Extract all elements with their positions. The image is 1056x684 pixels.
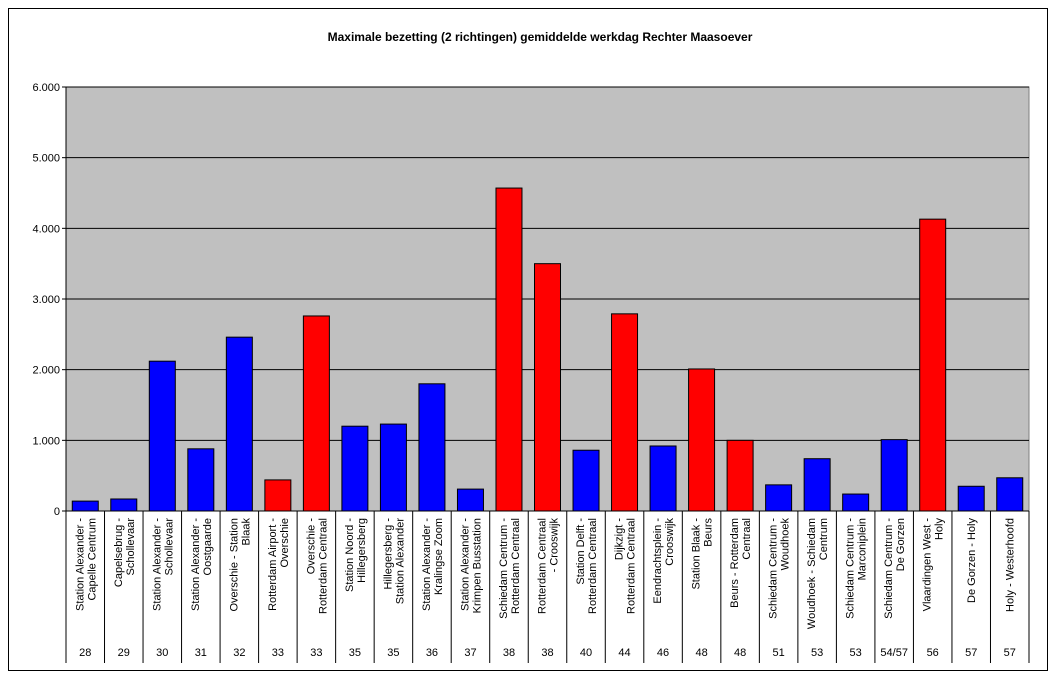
x-tick-label: Station Delft -Rotterdam Centraal (575, 518, 599, 614)
x-tick-label: Hillegersberg -Station Alexander (382, 518, 406, 605)
bar (110, 498, 138, 512)
y-tick-label: 5.000 (32, 153, 60, 165)
bar (726, 439, 754, 512)
x-tick-label: Overschie -Rotterdam Centraal (305, 518, 329, 614)
line-number: 32 (233, 647, 245, 659)
line-number: 35 (387, 647, 399, 659)
bar (611, 313, 639, 512)
bar (495, 187, 523, 512)
line-number: 33 (272, 647, 284, 659)
line-number: 57 (965, 647, 977, 659)
bar (957, 485, 985, 512)
x-tick-label: Schiedam Centrum -De Gorzen (883, 518, 907, 619)
x-tick-label: Vlaardingen West -Holy (922, 518, 946, 612)
x-tick-label: De Gorzen - Holy (966, 518, 978, 603)
bar (534, 263, 561, 512)
x-tick-label: Holy - Westerhoofd (1005, 518, 1017, 612)
line-number: 37 (464, 647, 476, 659)
line-number: 35 (349, 647, 361, 659)
x-tick-label: Station Noord -Hillegersberg (344, 518, 368, 592)
line-number: 30 (156, 647, 168, 659)
line-number: 28 (79, 647, 91, 659)
x-tick-label: Woudhoek - SchiedamCentrum (806, 518, 830, 629)
line-number: 33 (310, 647, 322, 659)
y-tick-label: 1.000 (32, 435, 60, 447)
bar (148, 360, 176, 512)
line-number: 53 (811, 647, 823, 659)
x-tick-label: Rotterdam Centraal- Crooswijk (537, 518, 561, 614)
x-tick-label: Capelsebrug -Schollevaar (113, 518, 137, 587)
x-tick-label: Schiedam Centrum -Woudhoek (768, 518, 792, 619)
bar (379, 423, 407, 512)
y-tick-label: 2.000 (32, 365, 60, 377)
line-number: 31 (195, 647, 207, 659)
bar (456, 488, 484, 512)
bar (880, 439, 908, 512)
x-tick-label: Dijkzigt -Rotterdam Centraal (614, 518, 638, 614)
bar (688, 368, 716, 512)
line-number: 38 (503, 647, 515, 659)
x-tick-label: Beurs - RotterdamCentraal (729, 518, 753, 608)
line-number: 51 (772, 647, 784, 659)
bar (803, 458, 831, 512)
bar (302, 315, 330, 512)
bar (264, 479, 292, 512)
x-tick-label: Schiedam Centrum -Marconiplein (845, 518, 869, 619)
line-number: 57 (1004, 647, 1016, 659)
line-number: 48 (734, 647, 746, 659)
line-number: 38 (541, 647, 553, 659)
chart-title: Maximale bezetting (2 richtingen) gemidd… (328, 30, 753, 44)
x-tick-label: Schiedam Centrum -Rotterdam Centraal (498, 518, 522, 619)
x-tick-label: Eendrachtsplein -Crooswijk (652, 518, 676, 604)
bar (71, 500, 99, 512)
line-number: 40 (580, 647, 592, 659)
y-tick-label: 6.000 (32, 82, 60, 94)
bar (842, 493, 870, 512)
x-tick-label: Station Alexander -Krimpen Busstation (459, 518, 483, 614)
x-tick-label: Station Alexander -Kralingse Zoom (421, 518, 445, 611)
bar (649, 445, 677, 512)
x-tick-label: Station Alexander -Oostgaarde (190, 518, 214, 611)
line-number: 54/57 (880, 647, 908, 659)
y-tick-label: 0 (54, 506, 60, 518)
x-tick-label: Rotterdam Airport -Overschie (267, 518, 291, 611)
x-tick-label: Overschie - StationBlaak (228, 518, 252, 612)
bar (765, 484, 793, 512)
y-tick-label: 4.000 (32, 223, 60, 235)
bar (187, 448, 215, 512)
line-number: 48 (695, 647, 707, 659)
bar (225, 336, 253, 512)
bar (572, 449, 600, 512)
x-tick-label: Station Alexander -Schollevaar (151, 518, 175, 611)
x-tick-label: Station Blaak -Beurs (691, 518, 715, 590)
bar (996, 477, 1024, 512)
bar (341, 425, 369, 512)
line-number: 29 (118, 647, 130, 659)
x-tick-label: Station Alexander -Capelle Centrum (74, 518, 98, 611)
y-tick-label: 3.000 (32, 294, 60, 306)
bar (919, 218, 947, 512)
bar (418, 383, 446, 512)
line-number: 44 (618, 647, 630, 659)
line-number: 53 (850, 647, 862, 659)
line-number: 56 (927, 647, 939, 659)
line-number: 36 (426, 647, 438, 659)
line-number: 46 (657, 647, 669, 659)
